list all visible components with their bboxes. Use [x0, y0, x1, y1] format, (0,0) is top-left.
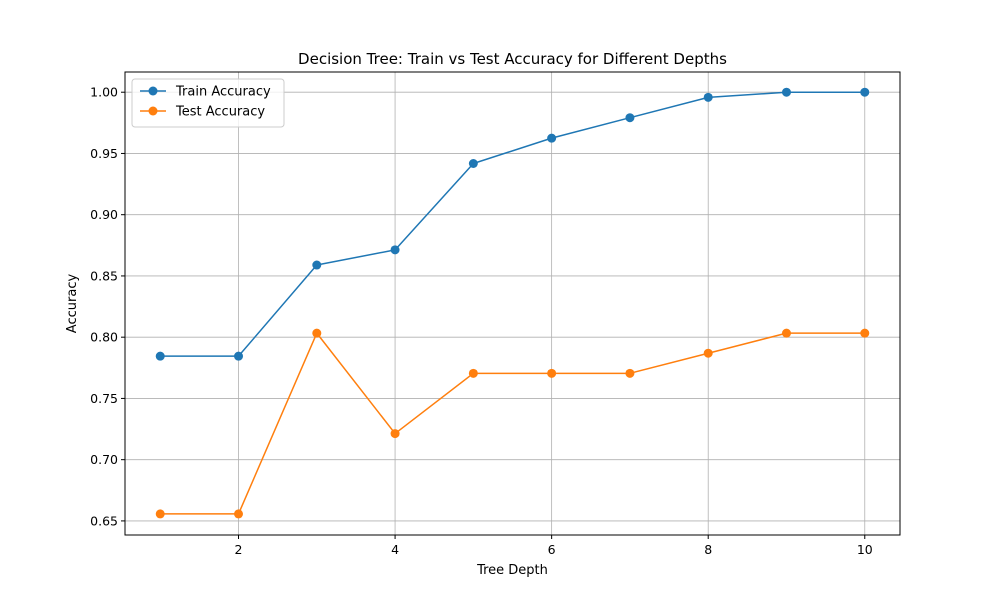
test-accuracy-point [312, 328, 322, 338]
train-accuracy-point [781, 87, 791, 97]
legend-marker-test [148, 106, 158, 116]
grid [125, 72, 900, 535]
train-accuracy-point [547, 133, 557, 143]
train-accuracy-point [390, 245, 400, 255]
legend-label-test: Test Accuracy [175, 105, 265, 120]
x-tick-label: 8 [704, 542, 712, 557]
axis-ticks: 2 4 6 8 10 0.65 0.70 0.75 0.80 0.85 0.90 0.95 1.00 [90, 85, 873, 557]
legend-label-train: Train Accuracy [175, 85, 271, 100]
y-tick-label: 0.80 [90, 330, 118, 345]
test-accuracy-point [234, 509, 244, 519]
test-accuracy-point [781, 328, 791, 338]
y-tick-label: 0.65 [90, 513, 118, 528]
test-accuracy-point [155, 509, 165, 519]
x-tick-label: 2 [235, 542, 243, 557]
train-accuracy-point [625, 113, 635, 123]
train-accuracy-point [234, 351, 244, 361]
y-tick-label: 0.75 [90, 391, 118, 406]
test-accuracy-point [468, 368, 478, 378]
x-axis-label: Tree Depth [476, 563, 548, 578]
legend: Train Accuracy Test Accuracy [131, 78, 285, 128]
series-layer [155, 87, 870, 519]
train-accuracy-point [312, 260, 322, 270]
y-axis-label: Accuracy [65, 274, 80, 334]
x-tick-label: 10 [857, 542, 873, 557]
train-accuracy-point [155, 351, 165, 361]
y-tick-label: 0.70 [90, 452, 118, 467]
series-train-accuracy [155, 87, 870, 361]
y-tick-label: 0.90 [90, 207, 118, 222]
y-tick-label: 1.00 [90, 85, 118, 100]
train-accuracy-point [468, 158, 478, 168]
x-tick-label: 4 [391, 542, 399, 557]
y-tick-label: 0.95 [90, 146, 118, 161]
test-accuracy-point [547, 368, 557, 378]
y-tick-label: 0.85 [90, 268, 118, 283]
train-accuracy-point [703, 92, 713, 102]
test-accuracy-point [390, 429, 400, 439]
series-test-accuracy [155, 328, 870, 519]
test-accuracy-line [160, 332, 865, 515]
legend-marker-train [148, 86, 158, 96]
train-accuracy-point [860, 87, 870, 97]
test-accuracy-point [860, 328, 870, 338]
test-accuracy-point [703, 348, 713, 358]
legend-box [131, 78, 285, 128]
x-tick-label: 6 [548, 542, 556, 557]
chart-title: Decision Tree: Train vs Test Accuracy fo… [298, 50, 727, 68]
train-accuracy-line [160, 91, 865, 357]
plot-area-frame [124, 71, 901, 536]
test-accuracy-point [625, 368, 635, 378]
